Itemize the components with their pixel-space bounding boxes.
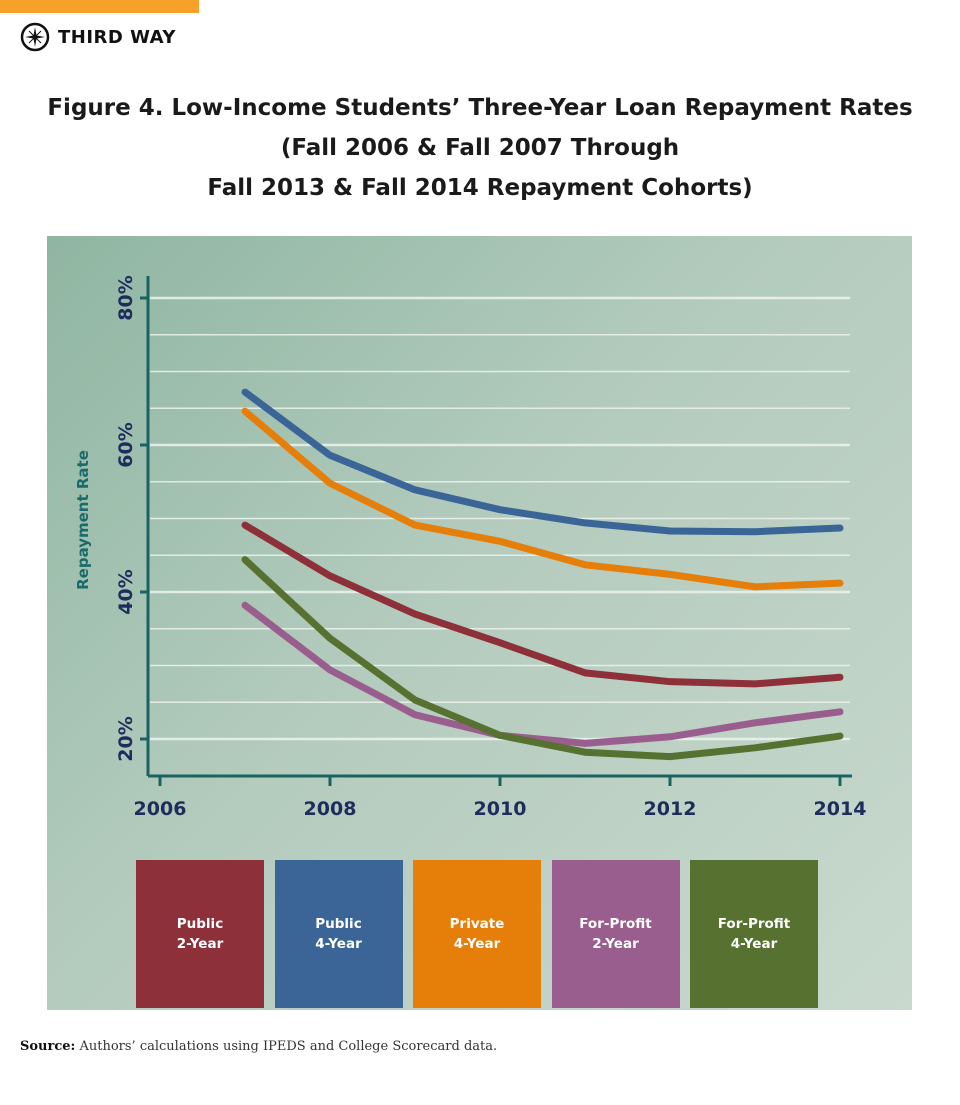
title-line: Fall 2013 & Fall 2014 Repayment Cohorts) bbox=[207, 175, 753, 201]
x-tick-label: 2008 bbox=[304, 798, 357, 820]
legend-item: Private 4-Year bbox=[413, 860, 541, 1008]
accent-bar bbox=[0, 0, 199, 13]
y-tick-label: 60% bbox=[115, 422, 137, 467]
legend-label: For-Profit 4-Year bbox=[717, 916, 791, 952]
chart-title: Figure 4. Low-Income Students’ Three-Yea… bbox=[0, 88, 960, 208]
x-tick-label: 2014 bbox=[814, 798, 867, 820]
legend-item: For-Profit 4-Year bbox=[690, 860, 818, 1008]
legend-label: Public 2-Year bbox=[176, 916, 224, 952]
x-tick-label: 2012 bbox=[644, 798, 697, 820]
brand-name: THIRD WAY bbox=[58, 26, 176, 48]
legend-label: Public 4-Year bbox=[315, 916, 362, 952]
y-axis-label: Repayment Rate bbox=[74, 450, 92, 590]
compass-icon bbox=[20, 22, 50, 52]
legend-label: For-Profit 2-Year bbox=[579, 916, 652, 952]
title-line: Figure 4. Low-Income Students’ Three-Yea… bbox=[47, 95, 913, 121]
x-tick-label: 2010 bbox=[474, 798, 527, 820]
legend-item: Public 2-Year bbox=[136, 860, 264, 1008]
y-tick-label: 80% bbox=[115, 275, 137, 320]
legend-label: Private 4-Year bbox=[449, 916, 505, 952]
series-line-public-2-year bbox=[241, 521, 844, 688]
source-note: Source: Authors’ calculations using IPED… bbox=[20, 1039, 497, 1054]
y-tick-label: 20% bbox=[115, 716, 137, 761]
series-line-private-4-year bbox=[241, 407, 844, 591]
series-line-for-profit-4-year bbox=[241, 556, 844, 761]
legend-item: Public 4-Year bbox=[274, 860, 403, 1008]
x-tick-label: 2006 bbox=[134, 798, 187, 820]
series-line-for-profit-2-year bbox=[241, 601, 844, 747]
title-line: (Fall 2006 & Fall 2007 Through bbox=[280, 135, 680, 161]
logo: THIRD WAY bbox=[20, 22, 176, 52]
source-text: Authors’ calculations using IPEDS and Co… bbox=[75, 1039, 498, 1054]
y-tick-label: 40% bbox=[115, 569, 137, 614]
source-label: Source: bbox=[20, 1039, 76, 1054]
legend-item: For-Profit 2-Year bbox=[551, 860, 680, 1008]
series-line-public-4-year bbox=[241, 388, 844, 536]
